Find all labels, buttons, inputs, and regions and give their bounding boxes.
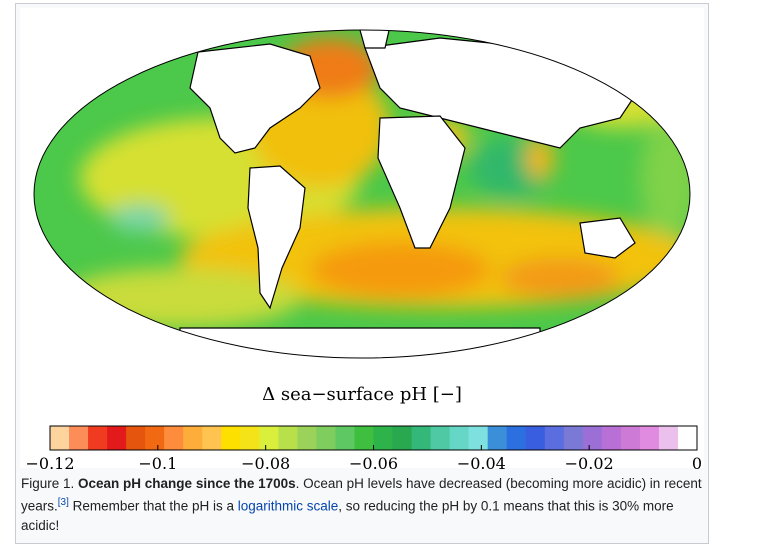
colorbar-tick-labels: −0.12 −0.1 −0.08 −0.06 −0.04 −0.02 0 xyxy=(20,454,704,476)
colorbar-swatch xyxy=(335,426,355,450)
colorbar-swatch xyxy=(601,426,622,450)
caption-prefix: Figure 1. xyxy=(21,476,79,491)
colorbar-swatch xyxy=(126,426,146,450)
colorbar-swatch xyxy=(430,426,451,450)
colorbar-tick-label: −0.02 xyxy=(564,454,614,473)
figure-caption: Figure 1. Ocean pH change since the 1700… xyxy=(21,474,705,535)
colorbar-swatch xyxy=(677,426,698,450)
caption-title: Ocean pH change since the 1700s xyxy=(78,476,296,491)
colorbar-tick-label: −0.12 xyxy=(25,454,75,473)
colorbar-swatch xyxy=(582,426,603,450)
ocean-ph-map xyxy=(33,29,691,359)
colorbar xyxy=(49,425,698,451)
logarithmic-scale-link[interactable]: logarithmic scale xyxy=(237,498,339,514)
colorbar-swatch xyxy=(69,426,89,450)
colorbar-tick-label: −0.04 xyxy=(456,454,506,473)
colorbar-swatch xyxy=(316,426,336,450)
colorbar-swatch xyxy=(240,426,260,450)
colorbar-swatch xyxy=(145,426,165,450)
ocean-field xyxy=(34,30,690,358)
caption-text-2: Remember that the pH is a xyxy=(68,498,238,514)
colorbar-swatch xyxy=(506,426,527,450)
colorbar-tick-label: −0.1 xyxy=(138,454,178,473)
figure-image: Δ sea−surface pH [−] −0.12 −0.1 −0.08 −0.06… xyxy=(20,8,704,473)
colorbar-swatch xyxy=(411,426,432,450)
colorbar-swatch xyxy=(563,426,584,450)
colorbar-tick-label: −0.08 xyxy=(241,454,291,473)
colorbar-swatch xyxy=(392,426,413,450)
figure-frame: Δ sea−surface pH [−] −0.12 −0.1 −0.08 −0.06… xyxy=(15,3,709,544)
colorbar-tick-label: −0.06 xyxy=(348,454,399,473)
colorbar-swatch xyxy=(354,426,374,450)
colorbar-swatch xyxy=(183,426,203,450)
colorbar-swatch xyxy=(297,426,317,450)
colorbar-swatch xyxy=(50,426,70,450)
caption-text-1: . Ocean pH levels have decreased (becomi… xyxy=(21,476,702,514)
colorbar-swatch xyxy=(373,426,394,450)
colorbar-title: Δ sea−surface pH [−] xyxy=(262,384,462,405)
colorbar-swatch xyxy=(468,426,489,450)
colorbar-swatch xyxy=(164,426,184,450)
colorbar-swatch xyxy=(202,426,222,450)
colorbar-swatch xyxy=(449,426,470,450)
colorbar-swatch xyxy=(544,426,565,450)
colorbar-swatch xyxy=(620,426,641,450)
colorbar-swatch xyxy=(525,426,546,450)
colorbar-swatch xyxy=(639,426,660,450)
colorbar-swatch xyxy=(487,426,508,450)
colorbar-swatch xyxy=(88,426,108,450)
colorbar-swatch xyxy=(107,426,127,450)
colorbar-tick-label: 0 xyxy=(691,454,703,473)
colorbar-swatch xyxy=(221,426,241,450)
colorbar-swatch xyxy=(278,426,298,450)
colorbar-swatch xyxy=(658,426,679,450)
reference-link[interactable]: [3] xyxy=(57,497,69,508)
caption-text-3: , so reducing the pH by 0.1 means that t… xyxy=(21,498,674,533)
colorbar-swatch xyxy=(259,426,279,450)
